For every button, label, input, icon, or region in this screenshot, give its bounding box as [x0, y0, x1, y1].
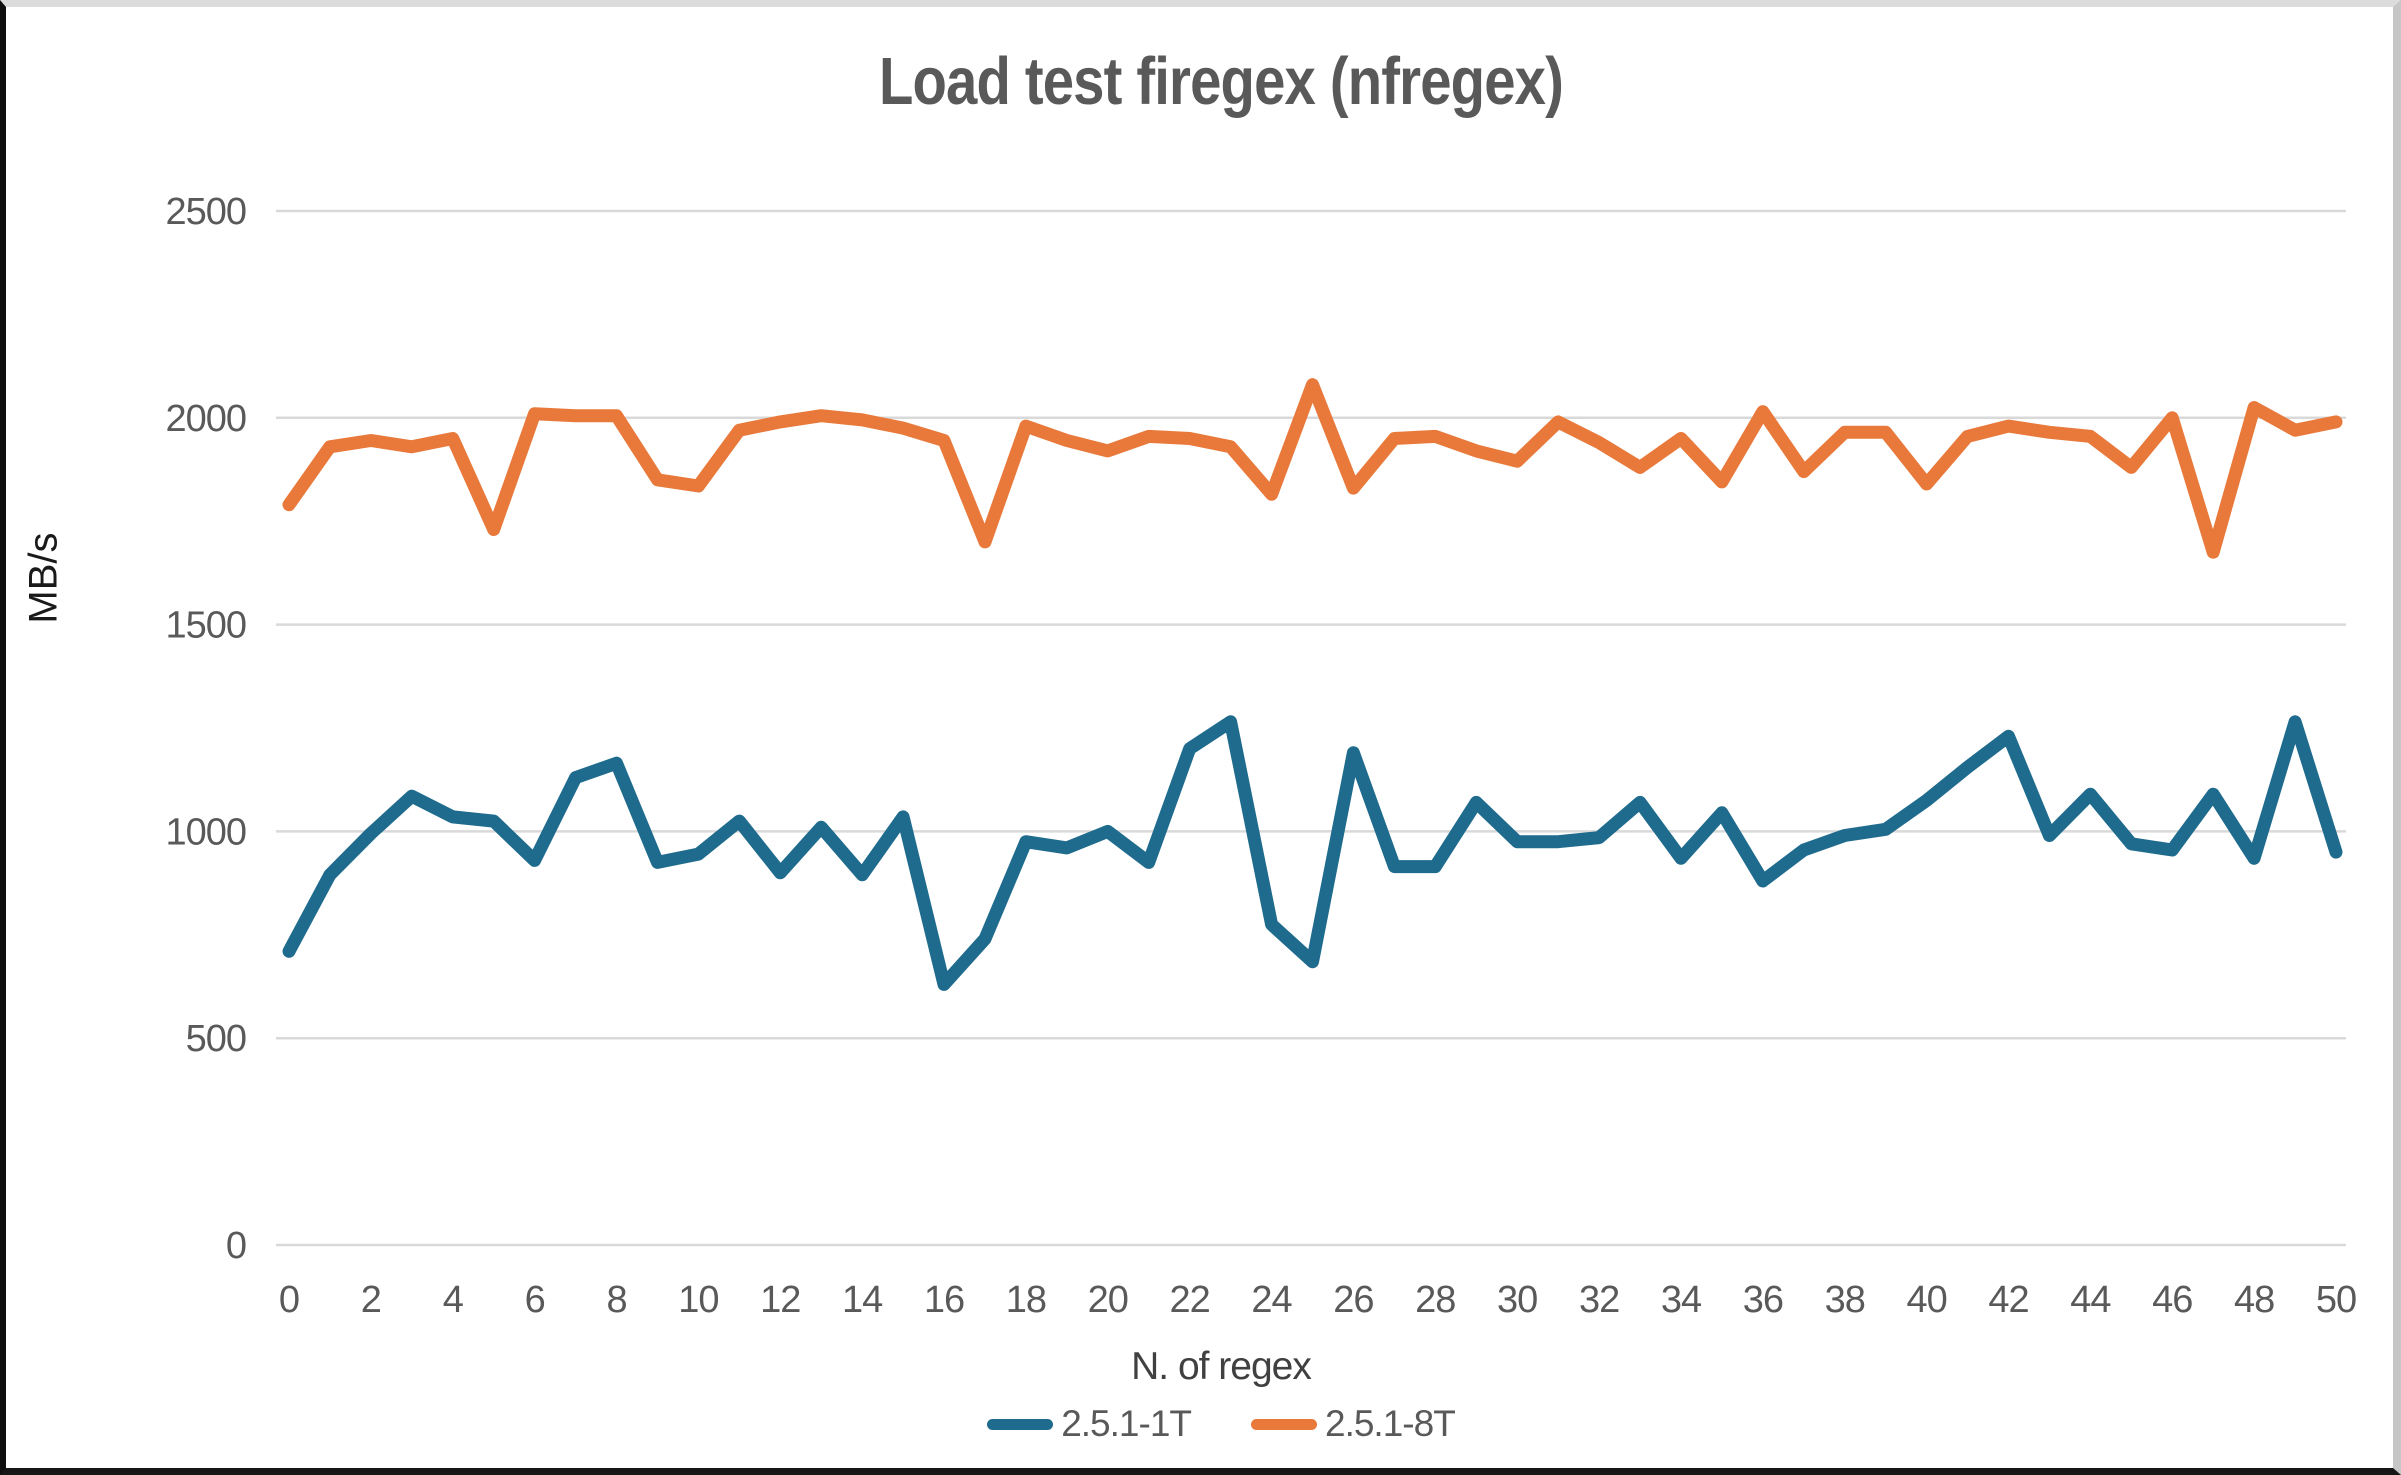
x-tick-label-22: 22 [1170, 1279, 1210, 1321]
y-tick-label-2500: 2500 [165, 191, 246, 233]
x-tick-label-38: 38 [1825, 1279, 1865, 1321]
x-tick-label-32: 32 [1579, 1279, 1619, 1321]
x-tick-label-48: 48 [2234, 1279, 2274, 1321]
y-tick-label-500: 500 [186, 1018, 246, 1060]
legend-item-1t: 2.5.1-1T [987, 1403, 1192, 1445]
legend-label-8t: 2.5.1-8T [1325, 1403, 1456, 1444]
x-tick-label-40: 40 [1906, 1279, 1946, 1321]
x-tick-label-14: 14 [842, 1279, 883, 1321]
x-tick-label-28: 28 [1415, 1279, 1455, 1321]
legend-swatch-1t [987, 1418, 1054, 1430]
x-tick-label-26: 26 [1333, 1279, 1373, 1321]
x-tick-label-34: 34 [1661, 1279, 1702, 1321]
y-tick-label-1000: 1000 [165, 811, 246, 853]
x-tick-label-24: 24 [1251, 1279, 1292, 1321]
legend-label-1t: 2.5.1-1T [1061, 1403, 1192, 1444]
x-tick-label-42: 42 [1988, 1279, 2028, 1321]
y-tick-label-0: 0 [226, 1225, 246, 1267]
x-tick-label-36: 36 [1743, 1279, 1783, 1321]
series-line-2.5.1-1T [282, 715, 2343, 991]
series-line-2.5.1-8T [282, 378, 2343, 559]
x-tick-label-16: 16 [924, 1279, 964, 1321]
x-tick-label-30: 30 [1497, 1279, 1537, 1321]
x-tick-label-6: 6 [525, 1279, 545, 1321]
x-tick-label-2: 2 [361, 1279, 381, 1321]
x-tick-label-0: 0 [279, 1279, 299, 1321]
y-tick-label-2000: 2000 [165, 398, 246, 440]
x-axis-title: N. of regex [1131, 1345, 1312, 1388]
x-tick-label-8: 8 [606, 1279, 626, 1321]
legend-item-8t: 2.5.1-8T [1251, 1403, 1456, 1445]
legend-swatch-8t [1251, 1418, 1317, 1430]
chart-title: Load test firegex (nfregex) [878, 44, 1564, 119]
x-tick-label-44: 44 [2070, 1279, 2111, 1321]
y-tick-label-1500: 1500 [165, 605, 246, 647]
x-tick-label-20: 20 [1088, 1279, 1128, 1321]
x-tick-label-18: 18 [1006, 1279, 1046, 1321]
x-tick-label-12: 12 [760, 1279, 800, 1321]
x-tick-label-50: 50 [2316, 1279, 2356, 1321]
legend: 2.5.1-1T 2.5.1-8T [101, 1403, 2341, 1445]
x-tick-label-46: 46 [2152, 1279, 2192, 1321]
x-tick-label-10: 10 [678, 1279, 718, 1321]
x-tick-label-4: 4 [443, 1279, 464, 1321]
